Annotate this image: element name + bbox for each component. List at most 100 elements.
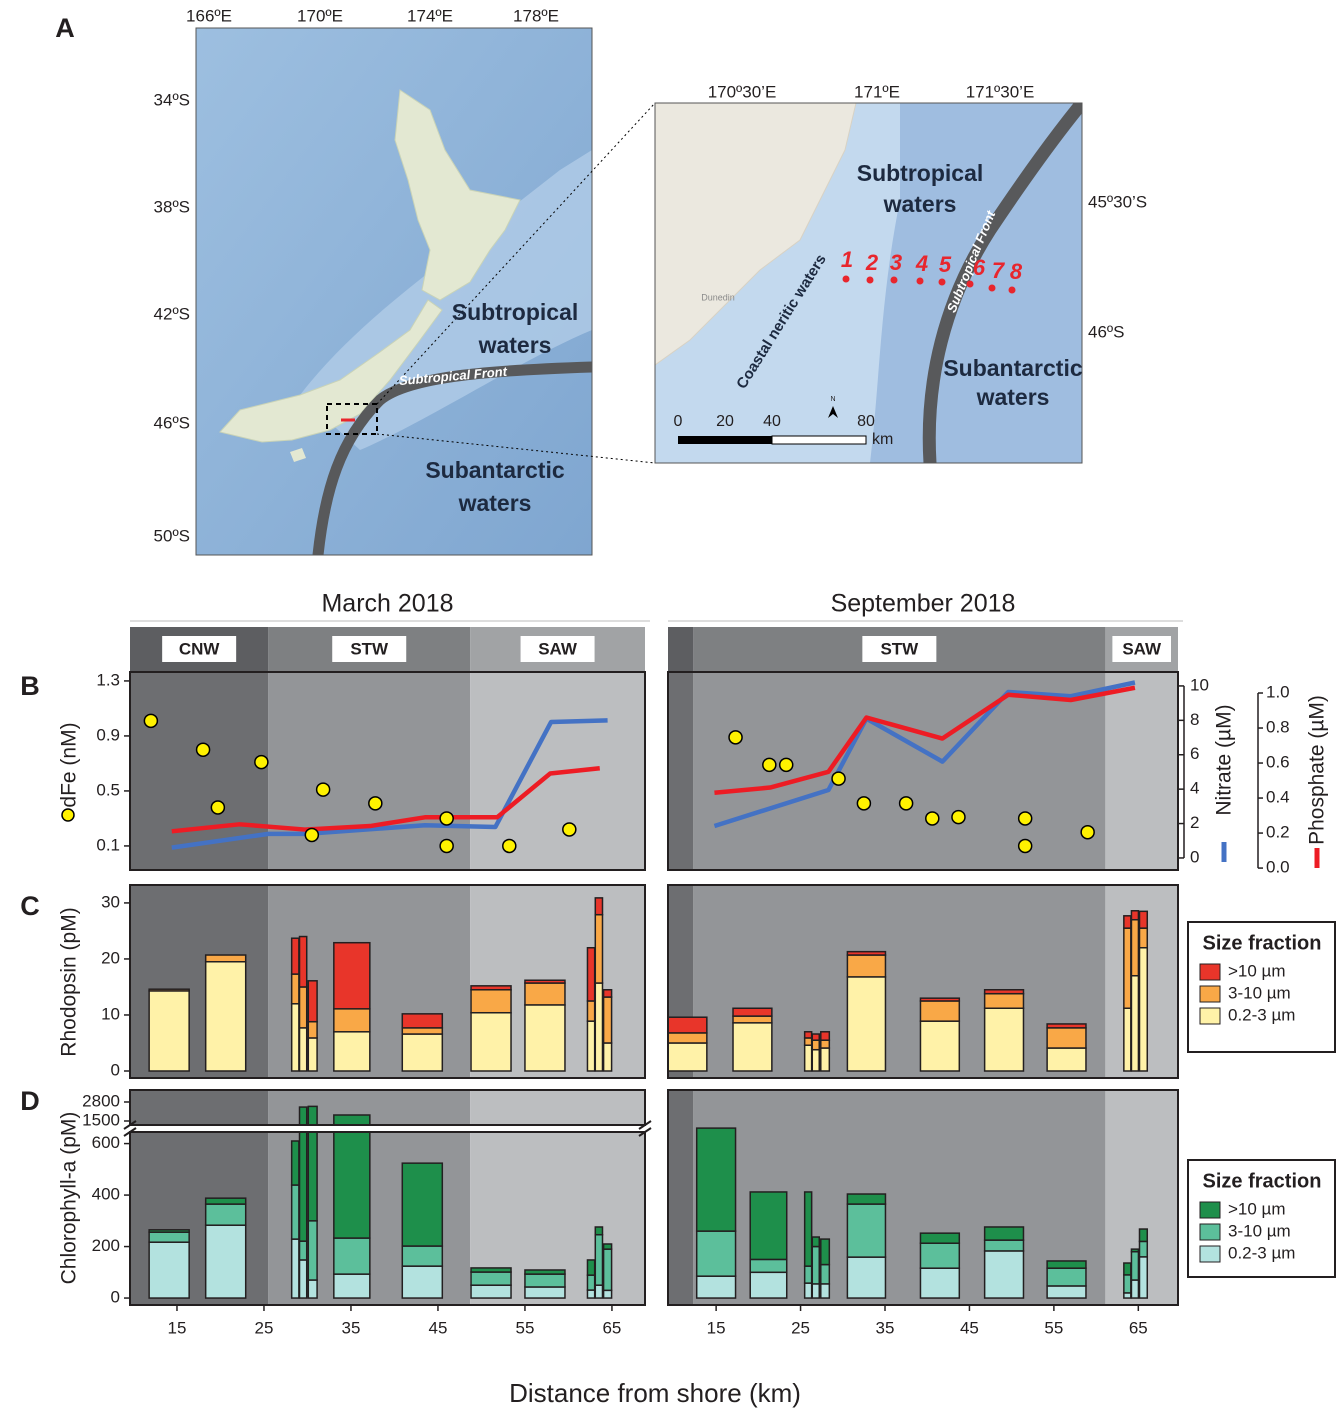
- bar-segment: [821, 1032, 830, 1040]
- bar-segment: [733, 1016, 772, 1023]
- scale-label: 40: [763, 413, 781, 430]
- dfe-point: [211, 801, 224, 814]
- bar-segment: [604, 1249, 612, 1290]
- y2-axis-title: Nitrate (µM): [1213, 704, 1236, 815]
- bar-segment: [292, 974, 299, 1004]
- bar-segment: [206, 955, 246, 962]
- bar-segment: [587, 1001, 594, 1021]
- y-tick-label: 0.9: [96, 725, 120, 744]
- lat-label: 42ºS: [154, 304, 190, 323]
- x-tick-label: 15: [168, 1318, 187, 1337]
- bar-segment: [920, 1268, 959, 1298]
- bar-segment: [1047, 1024, 1086, 1028]
- y-axis-title: Chlorophyll-a (pM): [58, 1112, 81, 1285]
- region-label: waters: [976, 384, 1050, 410]
- bar-segment: [300, 1028, 307, 1071]
- y3-tick-label: 0.2: [1266, 823, 1290, 842]
- legend-label: 3-10 µm: [1228, 1221, 1291, 1240]
- bar-segment: [206, 962, 246, 1071]
- column-title: September 2018: [831, 590, 1016, 618]
- bar-segment: [985, 994, 1024, 1009]
- lon-label: 170ºE: [297, 6, 343, 25]
- bar-segment: [595, 1235, 602, 1285]
- bar-segment: [812, 1040, 819, 1050]
- lon-label: 170º30’E: [708, 82, 777, 101]
- bar-segment: [985, 1227, 1024, 1240]
- bar-segment: [525, 1287, 565, 1298]
- bar-segment: [1131, 1249, 1138, 1252]
- bar-segment: [1047, 1048, 1086, 1071]
- bar-segment: [920, 998, 959, 1001]
- bar-segment: [292, 1185, 299, 1239]
- bar-segment: [812, 1237, 819, 1247]
- bar-segment: [812, 1247, 819, 1284]
- dfe-point: [317, 783, 330, 796]
- bar-segment: [604, 1290, 612, 1298]
- zone-background: [693, 672, 1105, 870]
- bar-segment: [1131, 1280, 1138, 1298]
- city-label: Dunedin: [701, 292, 735, 302]
- x-tick-label: 35: [342, 1318, 361, 1337]
- y-tick-label: 200: [92, 1236, 120, 1255]
- y-tick-label: 0.1: [96, 835, 120, 854]
- bar-segment: [595, 1285, 602, 1298]
- zone-label: SAW: [1122, 639, 1162, 658]
- legend-swatch: [1200, 964, 1220, 980]
- bar-segment: [750, 1259, 787, 1272]
- legend-label: >10 µm: [1228, 961, 1286, 980]
- dfe-point: [369, 797, 382, 810]
- bar-segment: [750, 1192, 787, 1259]
- legend-title: Size fraction: [1203, 932, 1322, 954]
- legend-label: 0.2-3 µm: [1228, 1243, 1295, 1262]
- dfe-point: [563, 823, 576, 836]
- bar-segment: [595, 898, 602, 915]
- zone-background: [668, 672, 693, 870]
- lat-label: 45º30’S: [1088, 192, 1147, 211]
- legend-label: 0.2-3 µm: [1228, 1005, 1295, 1024]
- y2-tick-label: 6: [1190, 744, 1199, 763]
- zone-label: CNW: [179, 639, 221, 658]
- region-label: waters: [478, 332, 552, 358]
- zone-background: [268, 672, 470, 870]
- lat-label: 38ºS: [154, 197, 190, 216]
- x-tick-label: 15: [707, 1318, 726, 1337]
- lon-label: 166ºE: [186, 6, 232, 25]
- zone-label: STW: [880, 639, 919, 658]
- bar-segment: [847, 1194, 885, 1204]
- bar-segment: [308, 981, 317, 1022]
- x-axis-title: Distance from shore (km): [509, 1378, 801, 1408]
- bar-segment: [1139, 1229, 1147, 1241]
- bar-segment: [920, 1021, 959, 1071]
- bar-segment: [402, 1163, 442, 1246]
- y2-tick-label: 10: [1190, 675, 1209, 694]
- bar-segment: [587, 1290, 594, 1298]
- legend-swatch: [1200, 1008, 1220, 1024]
- bar-segment: [1047, 1268, 1086, 1286]
- dfe-point: [857, 797, 870, 810]
- bar-segment: [1139, 1241, 1147, 1256]
- bar-segment: [697, 1128, 736, 1231]
- bar-segment: [292, 1239, 299, 1298]
- bar-segment: [471, 986, 511, 990]
- bar-segment: [1047, 1286, 1086, 1298]
- bar-segment: [920, 1243, 959, 1268]
- bar-segment: [1139, 1257, 1147, 1298]
- bar-segment: [300, 1241, 307, 1260]
- bar-segment: [206, 1198, 246, 1204]
- bar-segment: [300, 1260, 307, 1298]
- bar-segment: [1131, 911, 1138, 920]
- bar-segment: [308, 1022, 317, 1038]
- region-label: waters: [458, 490, 532, 516]
- y2-tick-label: 2: [1190, 813, 1199, 832]
- bar-segment: [149, 989, 189, 991]
- legend-swatch: [1200, 1202, 1220, 1218]
- dfe-point: [255, 756, 268, 769]
- y-axis-title: dFe (nM): [58, 722, 81, 807]
- bar-segment: [149, 1230, 189, 1232]
- bar-segment: [985, 1251, 1024, 1298]
- bar-segment: [402, 1034, 442, 1071]
- y-axis-title: Rhodopsin (pM): [58, 907, 81, 1056]
- bar-segment: [206, 1204, 246, 1225]
- bar-segment: [668, 1043, 707, 1071]
- scale-label: 80: [857, 413, 875, 430]
